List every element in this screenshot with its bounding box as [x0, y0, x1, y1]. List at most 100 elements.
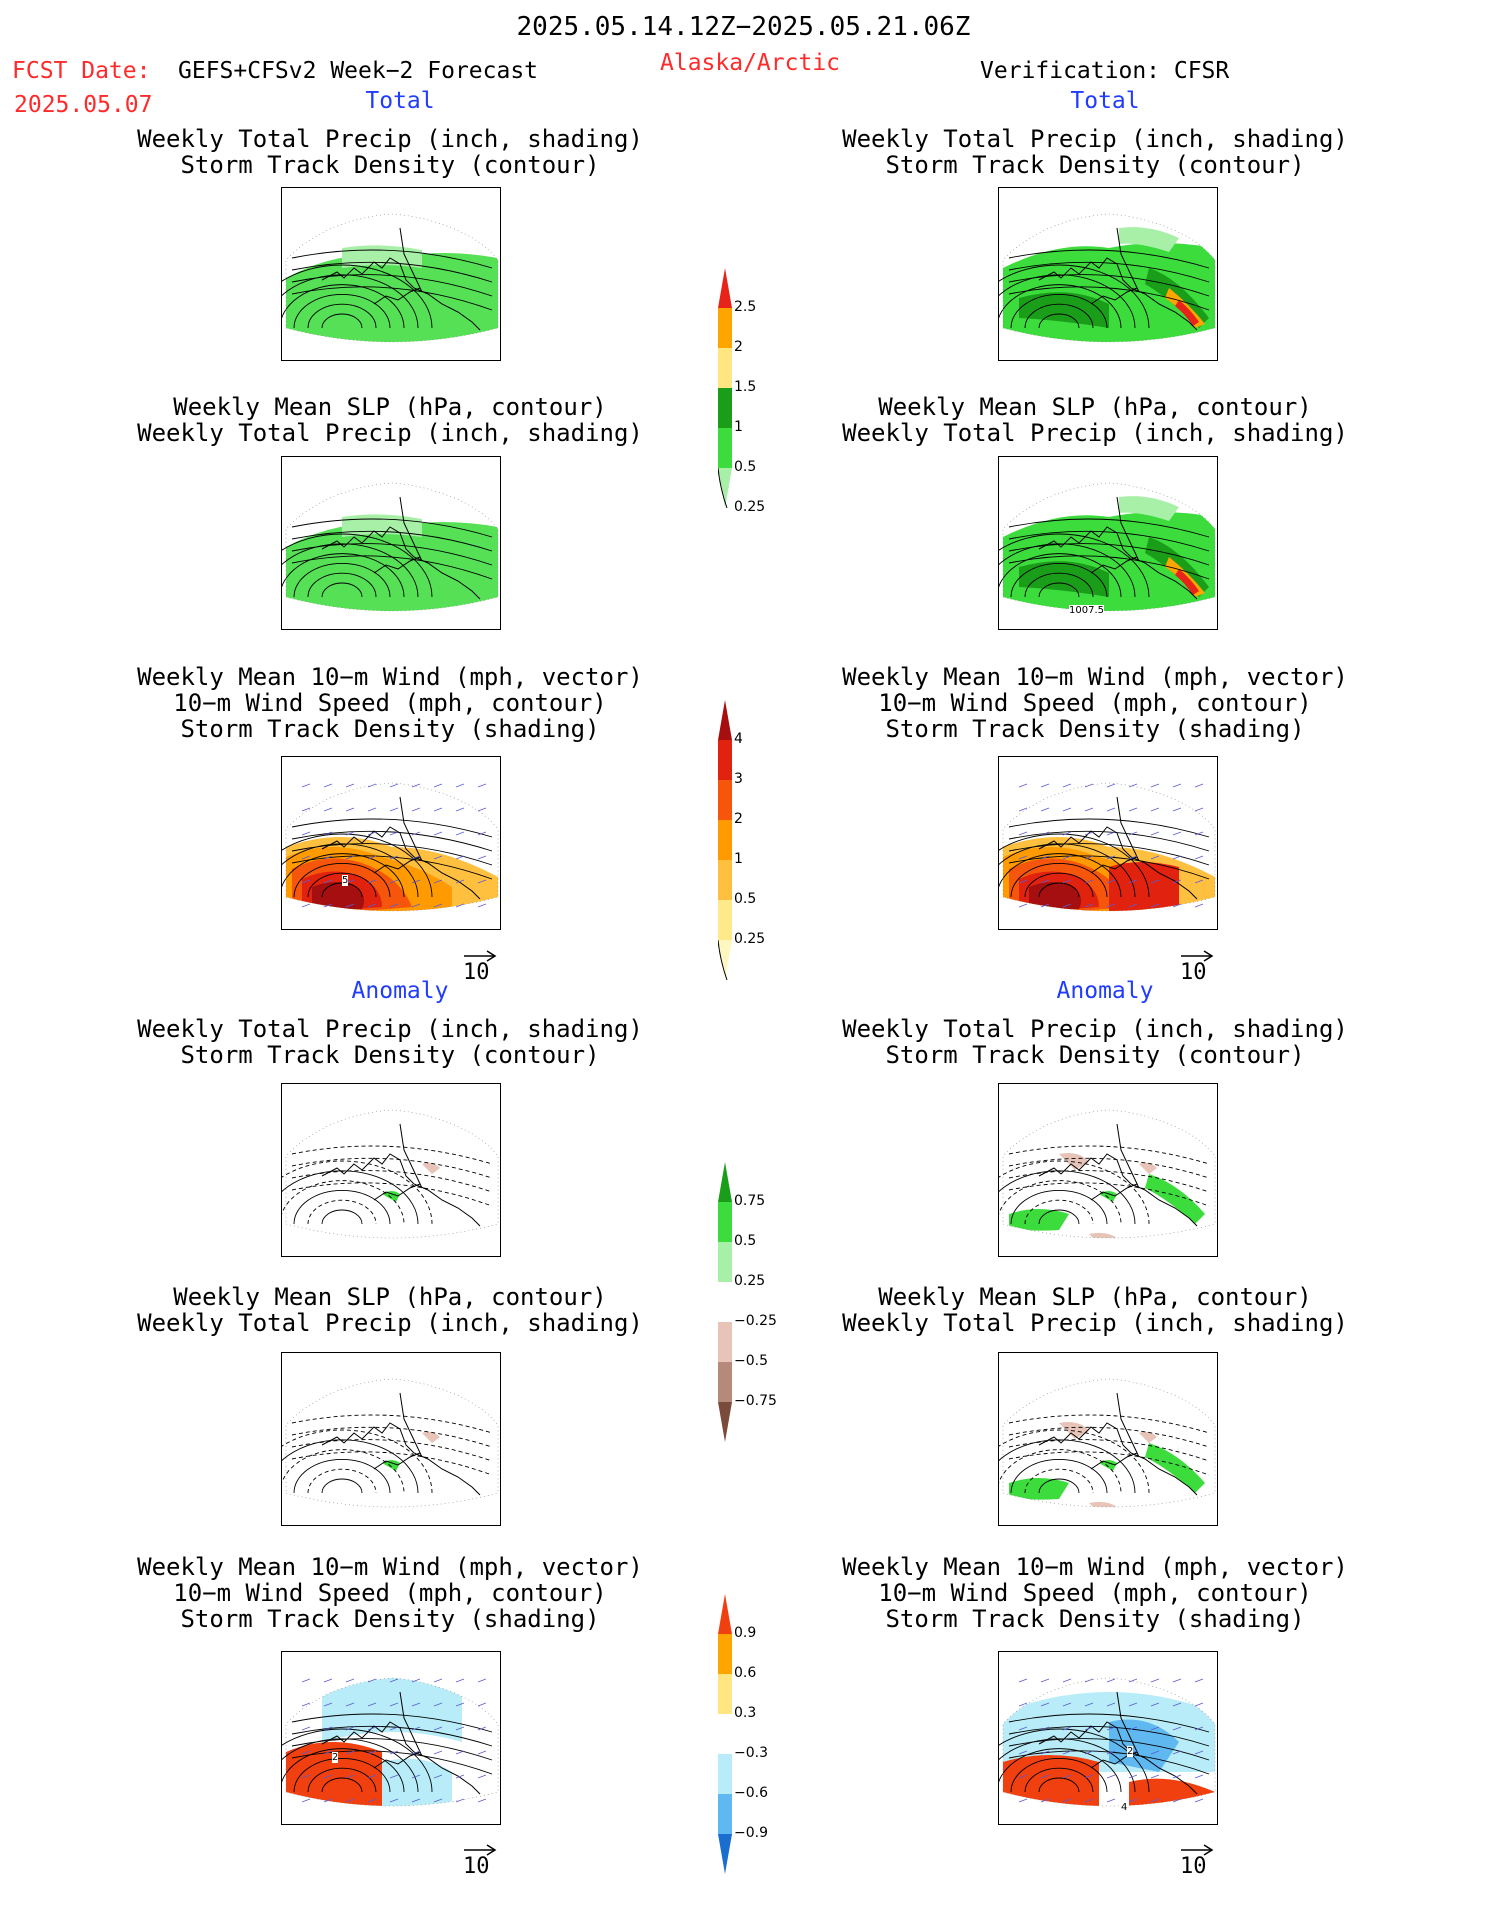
colorbar-segment: [718, 1714, 732, 1754]
map-anom-precip-storm-verification: [998, 1083, 1218, 1257]
colorbar-segment: [718, 308, 732, 348]
map-total-slp-precip-forecast: [281, 456, 501, 630]
shading: [1009, 1422, 1205, 1507]
map-total-wind-storm-forecast: 5: [281, 756, 501, 930]
map-svg: [282, 1109, 499, 1239]
vector-ref-r3: 10: [1180, 948, 1214, 985]
title-l4: Weekly Total Precip (inch, shading) Storm…: [137, 1015, 643, 1069]
wind-vectors: [301, 783, 487, 908]
colorbar-svg: [718, 700, 732, 981]
map-boundary: [285, 1109, 499, 1239]
shading: [382, 1431, 440, 1471]
colorbar-svg: [718, 1162, 732, 1442]
map-svg: [999, 782, 1216, 912]
colorbar-label: 0.5: [734, 891, 757, 907]
shading: [286, 1678, 462, 1806]
contours: [999, 1713, 1210, 1793]
colorbar-segment: [718, 1594, 732, 1634]
colorbar-label: 0.5: [734, 459, 757, 475]
contours: [282, 518, 493, 598]
contours: [999, 518, 1210, 598]
colorbar-label: −0.9: [734, 1825, 768, 1841]
colorbar-segment: [718, 700, 732, 740]
colorbar-label: 1.5: [734, 379, 757, 395]
colorbar-label: 0.25: [734, 499, 766, 515]
map-boundary: [285, 213, 499, 343]
colorbar-label: −0.25: [734, 1313, 777, 1329]
contours: [999, 1145, 1210, 1225]
arrow-right-icon: [1181, 950, 1214, 962]
colorbar-svg: [718, 268, 732, 509]
coastline: [321, 496, 481, 600]
colorbar-segment: [718, 1282, 732, 1322]
title-l1: Weekly Total Precip (inch, shading) Storm…: [137, 125, 643, 179]
colorbar-svg: [718, 1594, 732, 1874]
coastline: [321, 1392, 481, 1496]
wind-vectors: [1018, 783, 1204, 908]
contour-label: 2: [1127, 1746, 1134, 1757]
colorbar-label: 0.75: [734, 1193, 766, 1209]
map-boundary: [1002, 1109, 1216, 1239]
title-l5: Weekly Mean SLP (hPa, contour) Weekly Tot…: [137, 1283, 643, 1337]
map-anom-slp-precip-verification: [998, 1352, 1218, 1526]
map-layer: [282, 482, 499, 612]
section-total-left: Total: [365, 88, 435, 114]
colorbar-segment: [718, 1362, 732, 1402]
coastline: [321, 1123, 481, 1227]
map-boundary: [1002, 782, 1216, 912]
colorbar-label: −0.75: [734, 1393, 777, 1409]
coastline: [321, 227, 481, 331]
map-svg: [282, 782, 499, 912]
map-boundary: [1002, 482, 1216, 612]
colorbar-label: −0.3: [734, 1745, 768, 1761]
title-r2: Weekly Mean SLP (hPa, contour) Weekly Tot…: [842, 393, 1348, 447]
map-layer: [282, 1677, 499, 1807]
colorbar-segment: [718, 1322, 732, 1362]
shading: [1003, 837, 1215, 911]
colorbar-label: 2: [734, 339, 743, 355]
fcst-date: 2025.05.07: [14, 92, 153, 118]
title-r1: Weekly Total Precip (inch, shading) Storm…: [842, 125, 1348, 179]
colorbar-segment: [718, 820, 732, 860]
map-anom-precip-storm-forecast: [281, 1083, 501, 1257]
map-total-precip-storm-verification: [998, 187, 1218, 361]
colorbar-segment: [718, 1162, 732, 1202]
map-boundary: [285, 482, 499, 612]
map-boundary: [1002, 213, 1216, 343]
fcst-label: FCST Date:: [12, 58, 151, 84]
title-l6: Weekly Mean 10−m Wind (mph, vector) 10−m …: [137, 1553, 643, 1633]
colorbar-segment: [718, 1634, 732, 1674]
coastline: [321, 796, 481, 900]
vector-ref-label: 10: [463, 1854, 490, 1879]
map-svg: [999, 1677, 1216, 1807]
wind-vectors: [1018, 1678, 1204, 1803]
contours: [999, 249, 1210, 329]
model-label: GEFS+CFSv2 Week−2 Forecast: [178, 58, 539, 84]
colorbar-label: 1: [734, 419, 743, 435]
map-svg: [999, 213, 1216, 343]
colorbar-label: 0.5: [734, 1233, 757, 1249]
map-boundary: [1002, 1677, 1216, 1807]
period-title: 2025.05.14.12Z−2025.05.21.06Z: [516, 12, 971, 42]
title-r3: Weekly Mean 10−m Wind (mph, vector) 10−m …: [842, 663, 1348, 743]
title-l3: Weekly Mean 10−m Wind (mph, vector) 10−m …: [137, 663, 643, 743]
title-r5: Weekly Mean SLP (hPa, contour) Weekly Tot…: [842, 1283, 1348, 1337]
colorbar-label: 3: [734, 771, 743, 787]
vector-ref-l6: 10: [463, 1842, 497, 1879]
colorbar-segment: [718, 428, 732, 468]
map-total-slp-precip-verification: 1007.5: [998, 456, 1218, 630]
vector-ref-label: 10: [1180, 960, 1207, 985]
colorbar-segment: [718, 1202, 732, 1242]
shading: [1009, 1153, 1205, 1238]
colorbar-label: 0.25: [734, 1273, 766, 1289]
map-svg: [282, 1378, 499, 1508]
contour-label: 1007.5: [1069, 605, 1104, 616]
map-layer: [282, 1109, 499, 1239]
region-label: Alaska/Arctic: [660, 50, 841, 76]
map-layer: [999, 482, 1216, 612]
coastline: [1038, 1392, 1198, 1496]
colorbar-segment: [718, 348, 732, 388]
map-boundary: [285, 782, 499, 912]
map-layer: [282, 213, 499, 343]
colorbar-segment: [718, 940, 732, 980]
